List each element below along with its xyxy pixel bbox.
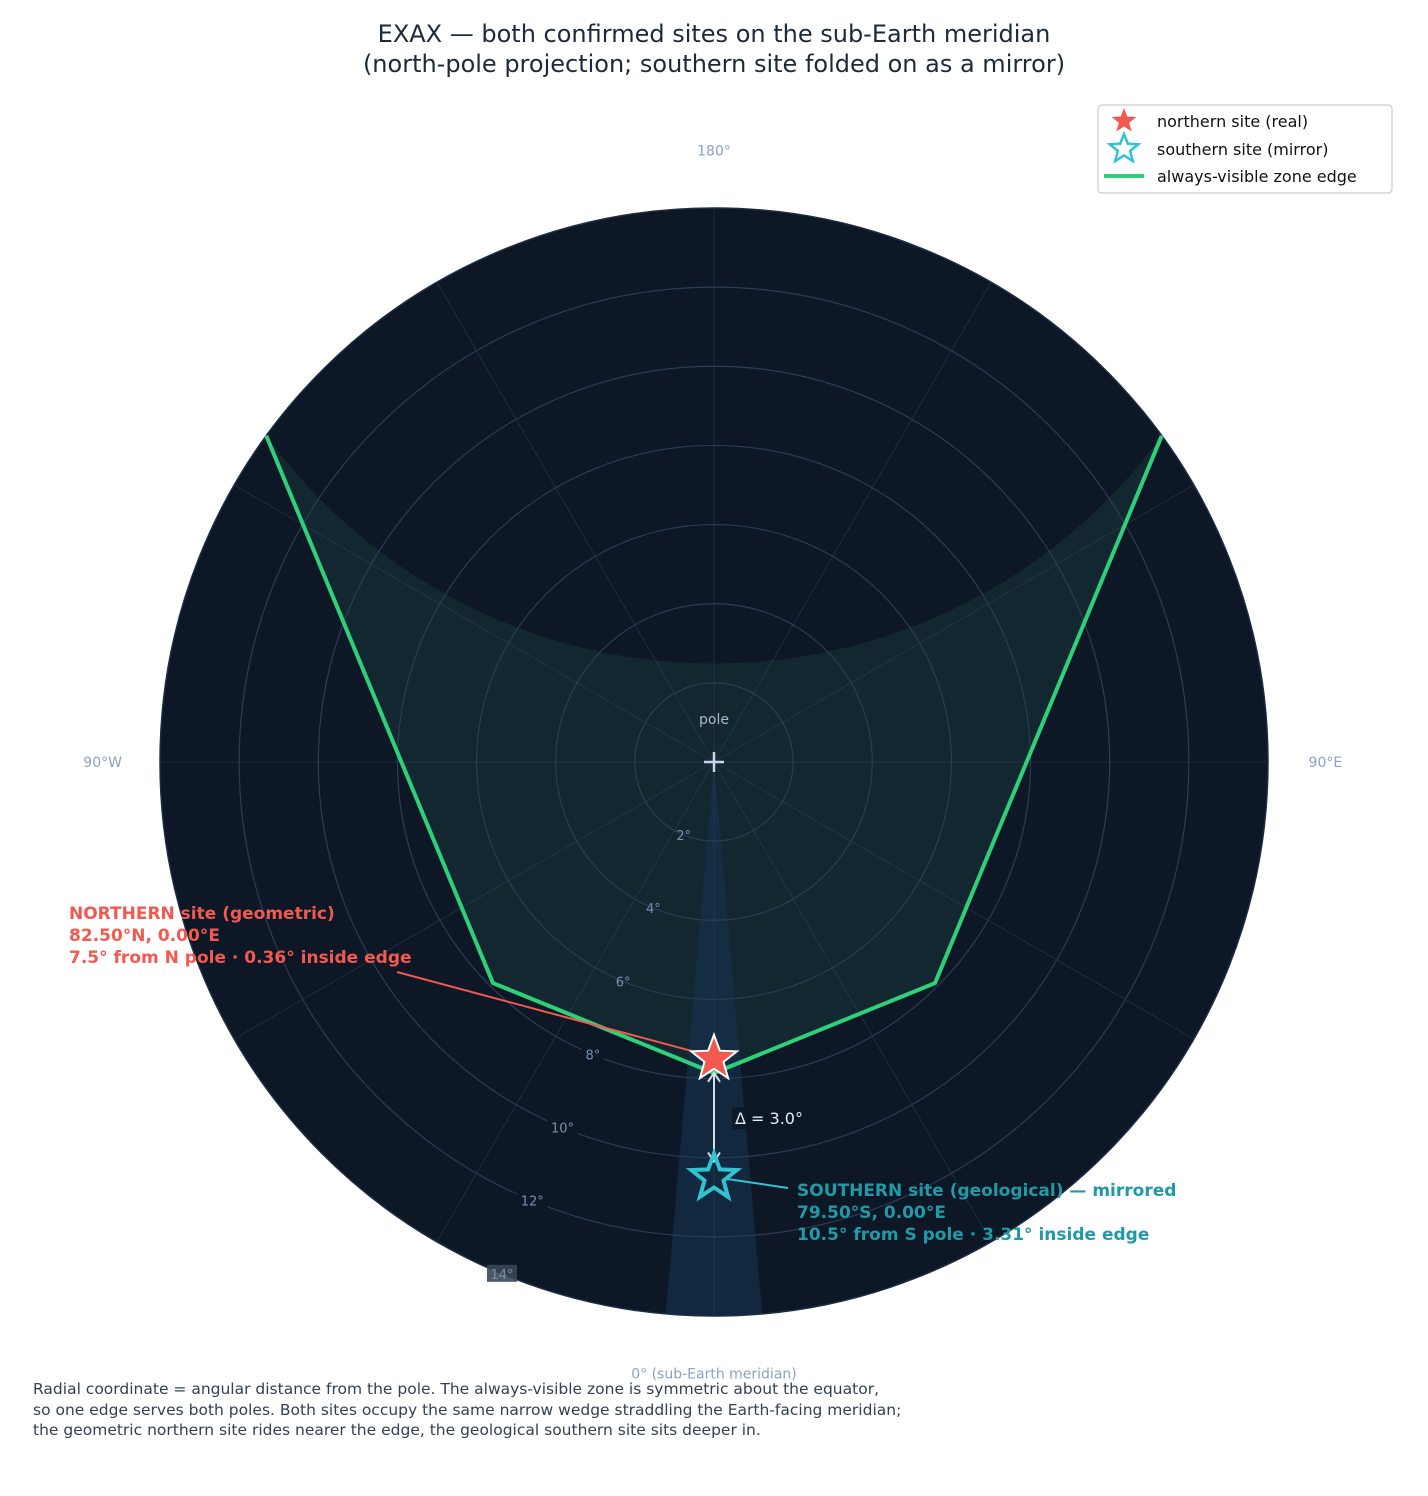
legend-southern-label: southern site (mirror) <box>1157 140 1328 159</box>
ring-4 <box>555 603 873 921</box>
spoke-240 <box>233 484 715 763</box>
legend-northern-label: northern site (real) <box>1157 112 1308 131</box>
angular-label-0: 0° (sub-Earth meridian) <box>631 1366 797 1382</box>
angular-tick-labels: 180° 90°E 90°W 0° (sub-Earth meridian) <box>83 144 1342 1383</box>
spoke-120 <box>713 484 1195 763</box>
legend-zone-edge-label: always-visible zone edge <box>1157 167 1357 186</box>
spoke-210 <box>436 281 715 763</box>
delta-arrow-head-bottom <box>707 1151 721 1164</box>
radial-tick-bg-10 <box>547 1118 578 1136</box>
radial-tick-12: 12° <box>521 1195 544 1210</box>
spoke-330 <box>436 761 715 1243</box>
delta-arrow-head-top <box>707 1070 721 1083</box>
northern-annotation-line-3: 7.5° from N pole · 0.36° inside edge <box>69 948 412 968</box>
radial-tick-bg-14 <box>486 1264 517 1282</box>
ring-12 <box>238 286 1190 1238</box>
spoke-300 <box>233 761 715 1040</box>
southern-annotation-line-3: 10.5° from S pole · 3.31° inside edge <box>797 1225 1149 1245</box>
spoke-30 <box>713 761 992 1243</box>
chart-title-line-1: EXAX — both confirmed sites on the sub-E… <box>378 20 1051 48</box>
radial-tick-14: 14° <box>490 1268 513 1283</box>
angular-label-90e: 90°E <box>1309 755 1343 771</box>
radial-tick-bg-8 <box>581 1045 604 1063</box>
legend: northern site (real) southern site (mirr… <box>1097 104 1393 194</box>
northern-annotation-line-2: 82.50°N, 0.00°E <box>69 926 220 946</box>
delta-arrow: Δ = 3.0° <box>707 1070 810 1164</box>
angular-label-90w: 90°W <box>83 755 122 771</box>
northern-leader-line <box>396 971 707 1056</box>
pole-label: pole <box>699 712 729 728</box>
northern-annotation: NORTHERN site (geometric) 82.50°N, 0.00°… <box>69 904 412 968</box>
caption-line-2: so one edge serves both poles. Both site… <box>33 1400 902 1419</box>
radial-tick-2: 2° <box>676 829 691 844</box>
southern-site-point <box>685 1147 743 1202</box>
southern-annotation-line-2: 79.50°S, 0.00°E <box>797 1203 946 1223</box>
southern-annotation-line-1: SOUTHERN site (geological) — mirrored <box>797 1181 1176 1201</box>
northern-annotation-line-1: NORTHERN site (geometric) <box>69 904 335 924</box>
figure-caption: Radial coordinate = angular distance fro… <box>33 1379 1033 1441</box>
legend-northern-marker <box>1111 108 1137 132</box>
caption-line-3: the geometric northern site rides nearer… <box>33 1421 761 1439</box>
radial-tick-6: 6° <box>616 975 631 990</box>
angular-gridlines <box>160 208 1268 1316</box>
southern-annotation: SOUTHERN site (geological) — mirrored 79… <box>797 1181 1176 1245</box>
radial-tick-4: 4° <box>646 902 661 917</box>
radial-gridlines <box>238 286 1190 1238</box>
plot-outline <box>159 207 1269 1317</box>
radial-tick-10: 10° <box>551 1122 574 1137</box>
legend-southern-marker <box>1106 130 1142 164</box>
delta-label-box <box>732 1107 810 1130</box>
ring-2 <box>634 682 794 842</box>
pole-marker: pole <box>699 712 729 772</box>
radial-tick-bg-12 <box>517 1191 548 1209</box>
spoke-150 <box>713 281 992 763</box>
northern-site-point <box>688 1031 740 1081</box>
chart-title-line-2: (north-pole projection; southern site fo… <box>363 50 1065 78</box>
legend-box <box>1097 104 1393 194</box>
spoke-60 <box>713 761 1195 1040</box>
delta-label: Δ = 3.0° <box>735 1109 803 1128</box>
radial-tick-labels: 2° 4° 6° 8° 10° 12° 14° <box>486 829 691 1283</box>
southern-leader-line <box>723 1177 789 1189</box>
ring-6 <box>475 523 953 1001</box>
radial-tick-8: 8° <box>585 1048 600 1063</box>
angular-label-180: 180° <box>697 144 731 160</box>
caption-line-1: Radial coordinate = angular distance fro… <box>33 1380 879 1398</box>
